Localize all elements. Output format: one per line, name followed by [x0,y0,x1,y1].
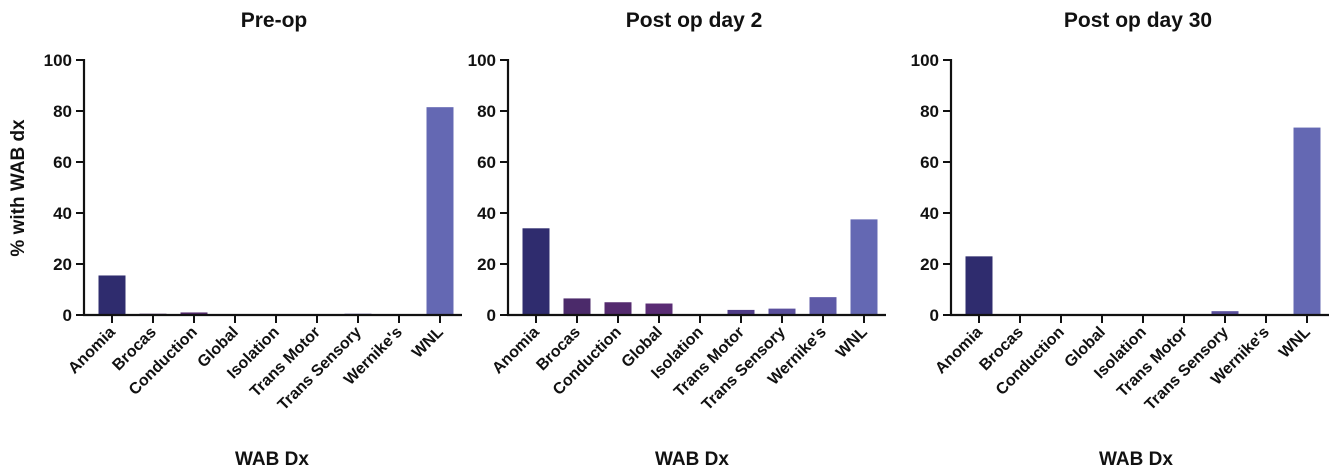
x-tick-label: WNL [1276,324,1314,362]
chart-panel-2: Post op day 2020406080100AnomiaBrocasCon… [468,9,886,470]
y-tick-label: 40 [53,204,72,223]
y-tick-label: 20 [53,255,72,274]
x-axis-title: WAB Dx [235,449,309,470]
chart-title: Post op day 30 [1064,9,1212,32]
chart-panel-3: Post op day 30020406080100AnomiaBrocasCo… [911,9,1329,470]
y-tick-label: 100 [44,51,72,70]
bar-conduction [180,312,208,315]
bar-anomia [522,228,550,315]
y-tick-label: 100 [911,51,939,70]
x-tick-label: Anomia [489,324,543,378]
x-tick-label: Anomia [932,324,986,378]
y-tick-label: 0 [930,306,939,325]
bar-trans-sensory [768,308,796,315]
y-tick-label: 0 [487,306,496,325]
chart-title: Post op day 2 [626,9,763,32]
chart-title: Pre-op [241,9,308,32]
bar-anomia [965,256,993,315]
y-tick-label: 40 [920,204,939,223]
y-tick-label: 60 [53,153,72,172]
y-axis-title: % with WAB dx [8,119,29,257]
bar-conduction [604,302,632,315]
y-tick-label: 40 [477,204,496,223]
y-tick-label: 80 [477,102,496,121]
y-tick-label: 60 [920,153,939,172]
bar-wnl [426,107,454,315]
bar-wernike-s [809,297,837,315]
x-tick-label: Anomia [65,324,119,378]
y-tick-label: 100 [468,51,496,70]
y-tick-label: 20 [920,255,939,274]
bar-wnl [850,219,878,315]
bar-trans-motor [727,309,755,315]
y-tick-label: 0 [63,306,72,325]
bar-wnl [1293,127,1321,315]
x-axis-title: WAB Dx [1099,449,1173,470]
chart-panel-1: Pre-op020406080100AnomiaBrocasConduction… [8,9,462,470]
y-tick-label: 80 [53,102,72,121]
bar-trans-sensory [1211,311,1239,315]
x-tick-label: WNL [409,324,447,362]
bar-global [645,303,673,315]
y-tick-label: 80 [920,102,939,121]
bar-anomia [98,275,126,315]
x-axis-title: WAB Dx [655,449,729,470]
bar-brocas [563,298,591,315]
x-tick-label: WNL [833,324,871,362]
y-tick-label: 60 [477,153,496,172]
y-tick-label: 20 [477,255,496,274]
